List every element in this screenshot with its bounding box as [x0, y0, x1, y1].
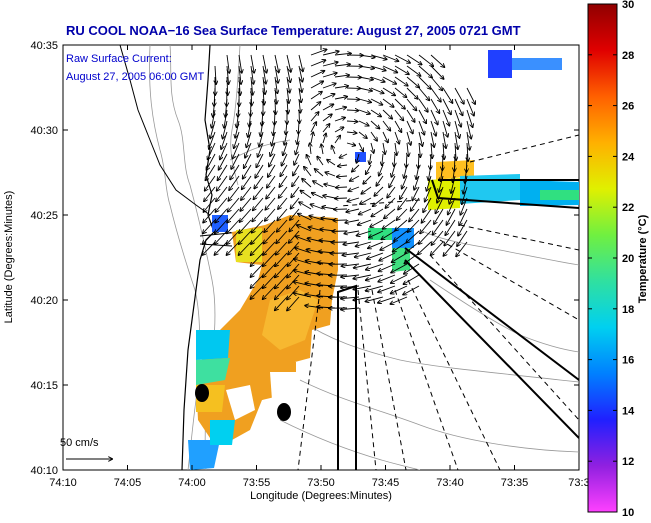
colorbar-tick-label: 14: [622, 405, 635, 417]
x-tick-label: 73:40: [436, 477, 464, 489]
colorbar: [588, 4, 617, 512]
scale-label: 50 cm/s: [60, 437, 99, 449]
current-vector: [336, 187, 347, 188]
station-marker: [277, 403, 291, 421]
colorbar-tick-label: 30: [622, 0, 634, 11]
y-tick-label: 40:25: [30, 210, 58, 222]
colorbar-tick-label: 10: [622, 507, 634, 518]
colorbar-label: Temperature (°C): [637, 214, 649, 303]
x-tick-label: 73:35: [501, 477, 529, 489]
x-axis-label: Longitude (Degrees:Minutes): [250, 490, 392, 502]
y-tick-label: 40:10: [30, 465, 58, 477]
colorbar-tick-label: 24: [622, 151, 635, 163]
colorbar-tick-label: 20: [622, 253, 634, 265]
colorbar-tick-label: 26: [622, 101, 634, 113]
current-vector: [347, 110, 358, 111]
y-tick-label: 40:15: [30, 380, 58, 392]
y-axis-label: Latitude (Degrees:Minutes): [3, 191, 15, 324]
colorbar-tick-label: 28: [622, 50, 634, 62]
station-marker: [195, 384, 209, 402]
x-tick-label: 74:00: [178, 477, 206, 489]
colorbar-tick-label: 18: [622, 304, 634, 316]
current-timestamp: August 27, 2005 06:00 GMT: [66, 71, 204, 83]
y-tick-label: 40:20: [30, 295, 58, 307]
y-tick-label: 40:30: [30, 125, 58, 137]
x-tick-label: 73:50: [307, 477, 335, 489]
x-tick-label: 74:10: [49, 477, 77, 489]
colorbar-tick-label: 12: [622, 456, 634, 468]
colorbar-tick-label: 22: [622, 202, 634, 214]
x-tick-label: 73:55: [243, 477, 271, 489]
figure-title: RU COOL NOAA−16 Sea Surface Temperature:…: [66, 23, 521, 38]
current-label: Raw Surface Current:: [66, 53, 172, 65]
y-tick-label: 40:35: [30, 40, 58, 52]
colorbar-tick-label: 16: [622, 355, 634, 367]
x-tick-label: 74:05: [114, 477, 142, 489]
x-tick-label: 73:45: [372, 477, 400, 489]
x-tick-label: 73:3: [568, 477, 589, 489]
